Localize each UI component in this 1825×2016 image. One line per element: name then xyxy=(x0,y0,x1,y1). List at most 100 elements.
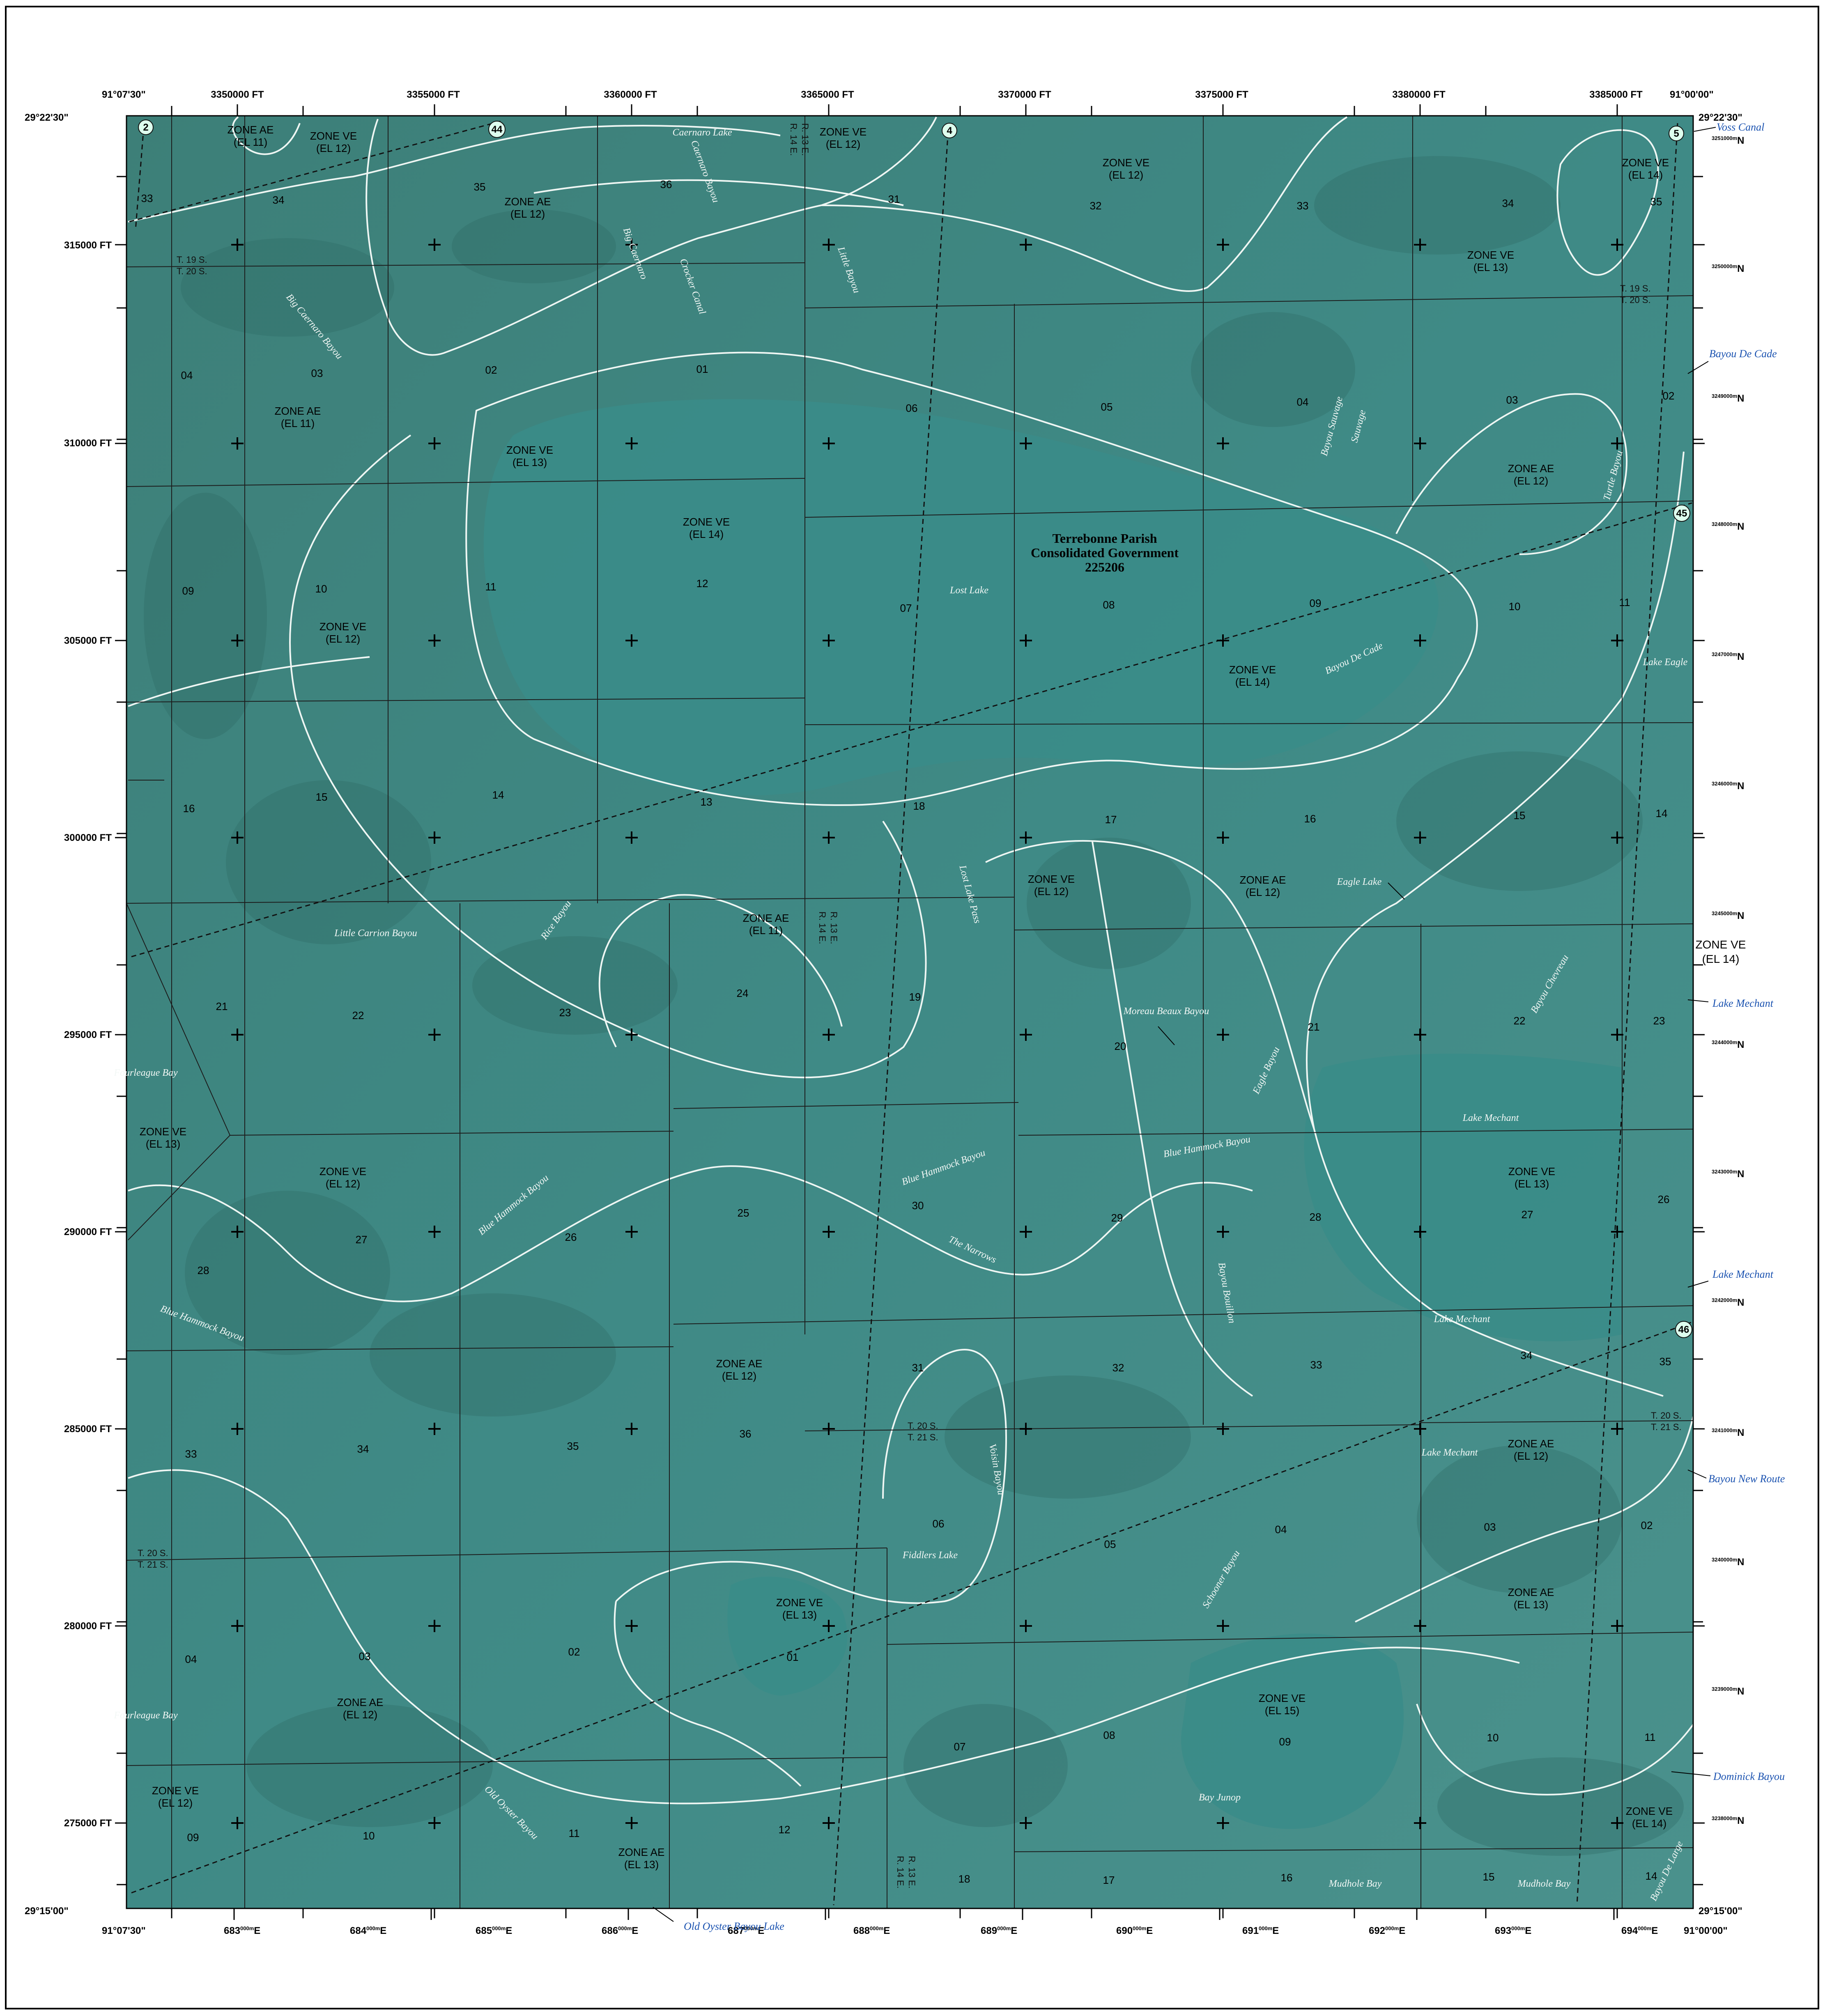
zone-label[interactable]: ZONE AE(EL 11) xyxy=(743,912,789,937)
zone-label[interactable]: ZONE AE(EL 13) xyxy=(618,1846,665,1871)
section-number: 13 xyxy=(701,796,713,808)
left-ft-labels: 315000 FT 310000 FT 305000 FT 300000 FT … xyxy=(64,240,112,1829)
neatline xyxy=(126,115,1694,1909)
route-shield-2: 2 xyxy=(138,119,154,135)
zone-elevation: (EL 14) xyxy=(1235,676,1270,688)
range-line: R. 14 E. xyxy=(788,123,799,156)
section-number: 17 xyxy=(1103,1874,1115,1886)
zone-label[interactable]: ZONE AE(EL 11) xyxy=(275,405,321,429)
zone-label[interactable]: ZONE VE(EL 14) xyxy=(683,516,730,540)
zone-label[interactable]: ZONE VE(EL 13) xyxy=(1508,1165,1555,1190)
section-number: 33 xyxy=(185,1448,197,1460)
section-number: 12 xyxy=(779,1823,791,1836)
zone-label[interactable]: ZONE VE(EL 12) xyxy=(310,130,357,154)
section-number: 20 xyxy=(1115,1040,1126,1052)
zone-name: ZONE VE xyxy=(776,1596,823,1609)
section-number: 31 xyxy=(912,1362,924,1374)
section-number: 25 xyxy=(738,1207,749,1219)
top-ft-label: 3380000 FT xyxy=(1392,89,1446,100)
section-number: 11 xyxy=(569,1827,580,1839)
water-label: Lake Mechant xyxy=(1434,1314,1491,1325)
section-number: 07 xyxy=(900,602,912,614)
section-number: 10 xyxy=(363,1830,375,1842)
zone-label[interactable]: ZONE VE(EL 12) xyxy=(319,620,366,645)
township-line: T. 19 S. xyxy=(1620,283,1651,294)
marsh-texture xyxy=(144,156,1684,1856)
zone-label[interactable]: ZONE AE(EL 12) xyxy=(716,1357,763,1382)
section-number: 26 xyxy=(1658,1193,1670,1205)
zone-name: ZONE VE xyxy=(683,516,730,528)
section-number: 04 xyxy=(185,1653,197,1665)
zone-label[interactable]: ZONE VE(EL 13) xyxy=(140,1125,186,1150)
section-number: 33 xyxy=(141,192,153,204)
section-number: 32 xyxy=(1112,1362,1124,1374)
zone-elevation: (EL 11) xyxy=(234,136,267,148)
zone-label[interactable]: ZONE AE(EL 12) xyxy=(337,1696,384,1721)
zone-label[interactable]: ZONE VE(EL 13) xyxy=(506,444,553,468)
zone-elevation: (EL 13) xyxy=(624,1858,659,1871)
section-number: 33 xyxy=(1310,1359,1322,1371)
section-number: 16 xyxy=(183,802,195,815)
left-ft-label: 280000 FT xyxy=(64,1621,112,1632)
left-ft-label: 300000 FT xyxy=(64,832,112,843)
section-number: 02 xyxy=(485,364,497,376)
zone-label[interactable]: ZONE VE(EL 12) xyxy=(1028,873,1075,898)
zone-label[interactable]: ZONE VE(EL 15) xyxy=(1259,1692,1306,1717)
route-shield-4: 4 xyxy=(942,123,957,138)
section-number: 18 xyxy=(913,800,925,812)
section-number: 02 xyxy=(568,1646,580,1658)
bottom-utm-labels: 683000mE 684000mE 685000mE 686000mE 6870… xyxy=(224,1925,1658,1936)
top-ft-label: 3375000 FT xyxy=(1195,89,1248,100)
zone-name: ZONE VE xyxy=(1622,156,1669,169)
zone-label[interactable]: ZONE AE(EL 12) xyxy=(505,195,551,220)
section-number: 24 xyxy=(737,987,749,999)
section-number: 22 xyxy=(352,1009,364,1022)
left-ft-label: 305000 FT xyxy=(64,635,112,646)
zone-elevation: (EL 12) xyxy=(1514,1450,1548,1462)
zone-elevation: (EL 12) xyxy=(1246,886,1280,898)
utm-n-label: 3249000mN xyxy=(1712,393,1745,404)
leader-lines xyxy=(653,127,1716,1922)
zone-label[interactable]: ZONE VE(EL 14) xyxy=(1622,156,1669,181)
zone-label[interactable]: ZONE AE(EL 12) xyxy=(1508,462,1554,487)
zone-label[interactable]: ZONE AE(EL 12) xyxy=(1508,1437,1554,1462)
zone-label[interactable]: ZONE AE(EL 12) xyxy=(1240,874,1286,898)
section-number: 31 xyxy=(888,193,900,205)
zone-elevation: (EL 12) xyxy=(326,633,360,645)
zone-elevation: (EL 14) xyxy=(1628,169,1663,181)
zone-label[interactable]: ZONE VE(EL 13) xyxy=(1467,249,1514,273)
water-label: Moreau Beaux Bayou xyxy=(1123,1006,1209,1017)
zone-label[interactable]: ZONE VE(EL 12) xyxy=(1103,156,1149,181)
zone-label[interactable]: ZONE VE(EL 12) xyxy=(152,1784,199,1809)
zone-label[interactable]: ZONE AE(EL 13) xyxy=(1508,1586,1554,1611)
section-number: 34 xyxy=(357,1443,369,1455)
section-number: 32 xyxy=(1090,200,1102,212)
township-line: T. 20 S. xyxy=(1620,295,1651,305)
zone-label[interactable]: ZONE VE(EL 14) xyxy=(1626,1805,1673,1830)
zone-label[interactable]: ZONE VE(EL 13) xyxy=(776,1596,823,1621)
utm-e-label: 683000mE xyxy=(224,1925,260,1936)
section-number: 34 xyxy=(1502,197,1514,209)
zone-label[interactable]: ZONE VE(EL 12) xyxy=(820,126,867,150)
zone-name: ZONE VE xyxy=(140,1125,186,1138)
route-shield-5: 5 xyxy=(1669,126,1684,141)
township-line: T. 20 S. xyxy=(1651,1410,1682,1421)
section-number: 21 xyxy=(216,1000,228,1013)
section-number: 33 xyxy=(1297,200,1309,212)
township-label: T. 20 S.T. 21 S. xyxy=(1651,1410,1682,1432)
section-number: 34 xyxy=(273,194,285,206)
zone-label[interactable]: ZONE VE(EL 14) xyxy=(1229,664,1276,688)
zone-label[interactable]: ZONE VE(EL 12) xyxy=(319,1165,366,1190)
township-line: T. 19 S. xyxy=(177,255,207,265)
lake-mechant-water xyxy=(1304,1054,1622,1341)
zone-elevation: (EL 13) xyxy=(782,1609,817,1621)
zone-name: ZONE VE xyxy=(1103,156,1149,169)
zone-name: ZONE VE xyxy=(1028,873,1075,885)
zone-elevation: (EL 12) xyxy=(343,1708,377,1721)
zone-name: ZONE VE xyxy=(1508,1165,1555,1178)
zone-label[interactable]: ZONE AE(EL 11) xyxy=(228,124,274,148)
zone-name: ZONE AE xyxy=(716,1357,763,1370)
section-number: 35 xyxy=(474,181,486,193)
route-shield-label: 44 xyxy=(492,124,503,135)
